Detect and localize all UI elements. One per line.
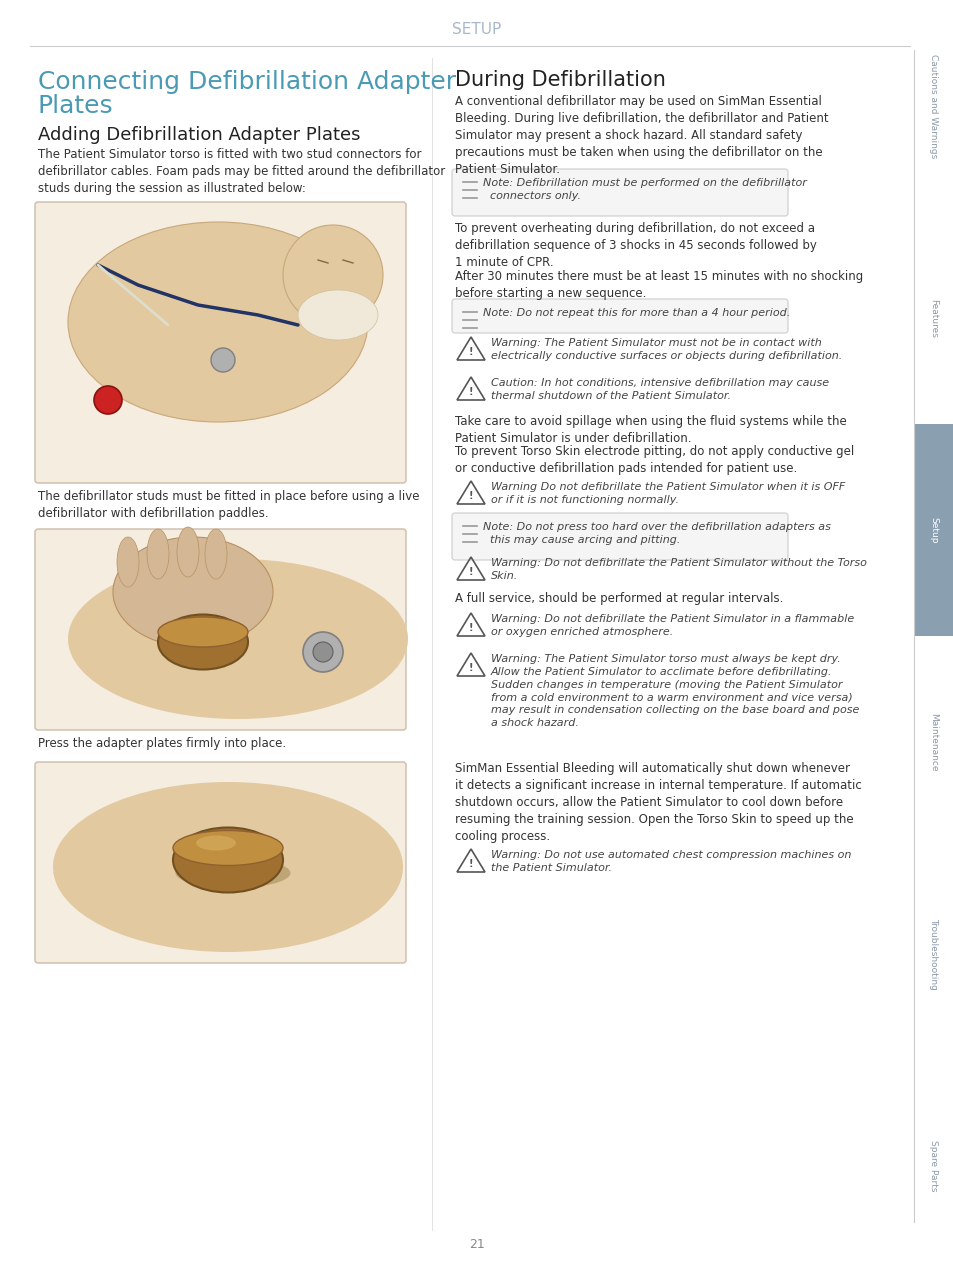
FancyBboxPatch shape bbox=[35, 202, 406, 483]
Text: 21: 21 bbox=[469, 1239, 484, 1252]
Text: To prevent Torso Skin electrode pitting, do not apply conductive gel
or conducti: To prevent Torso Skin electrode pitting,… bbox=[455, 445, 853, 474]
Circle shape bbox=[94, 385, 122, 413]
Circle shape bbox=[303, 632, 343, 672]
Ellipse shape bbox=[68, 558, 408, 719]
Text: Caution: In hot conditions, intensive defibrillation may cause
thermal shutdown : Caution: In hot conditions, intensive de… bbox=[491, 378, 828, 401]
Ellipse shape bbox=[175, 859, 291, 888]
Text: Note: Do not press too hard over the defibrillation adapters as
  this may cause: Note: Do not press too hard over the def… bbox=[482, 522, 830, 544]
Circle shape bbox=[211, 349, 234, 371]
FancyBboxPatch shape bbox=[35, 529, 406, 730]
Text: A full service, should be performed at regular intervals.: A full service, should be performed at r… bbox=[455, 591, 782, 605]
Ellipse shape bbox=[195, 836, 235, 851]
FancyBboxPatch shape bbox=[452, 513, 787, 560]
FancyBboxPatch shape bbox=[913, 424, 953, 636]
Circle shape bbox=[313, 642, 333, 661]
Text: The defibrillator studs must be fitted in place before using a live
defibrillato: The defibrillator studs must be fitted i… bbox=[38, 490, 419, 520]
Text: Plates: Plates bbox=[38, 94, 113, 118]
Text: Note: Defibrillation must be performed on the defibrillator
  connectors only.: Note: Defibrillation must be performed o… bbox=[482, 178, 806, 201]
Ellipse shape bbox=[147, 529, 169, 579]
Text: The Patient Simulator torso is fitted with two stud connectors for
defibrillator: The Patient Simulator torso is fitted wi… bbox=[38, 148, 445, 195]
Text: Troubleshooting: Troubleshooting bbox=[928, 918, 938, 990]
Text: Warning: The Patient Simulator must not be in contact with
electrically conducti: Warning: The Patient Simulator must not … bbox=[491, 338, 841, 361]
Text: Connecting Defibrillation Adapter: Connecting Defibrillation Adapter bbox=[38, 70, 456, 94]
Text: Warning: Do not use automated chest compression machines on
the Patient Simulato: Warning: Do not use automated chest comp… bbox=[491, 850, 850, 873]
Text: SETUP: SETUP bbox=[452, 23, 501, 37]
Text: Warning: Do not defibrillate the Patient Simulator in a flammable
or oxygen enri: Warning: Do not defibrillate the Patient… bbox=[491, 614, 853, 637]
Text: Take care to avoid spillage when using the fluid systems while the
Patient Simul: Take care to avoid spillage when using t… bbox=[455, 415, 846, 445]
Ellipse shape bbox=[297, 290, 377, 340]
Text: Warning Do not defibrillate the Patient Simulator when it is OFF
or if it is not: Warning Do not defibrillate the Patient … bbox=[491, 482, 844, 505]
Text: !: ! bbox=[468, 387, 473, 397]
Text: Setup: Setup bbox=[928, 516, 938, 543]
Ellipse shape bbox=[68, 223, 368, 422]
Text: !: ! bbox=[468, 663, 473, 673]
Text: Cautions and Warnings: Cautions and Warnings bbox=[928, 53, 938, 158]
Ellipse shape bbox=[172, 831, 283, 865]
Text: During Defibrillation: During Defibrillation bbox=[455, 70, 665, 90]
Text: !: ! bbox=[468, 567, 473, 577]
Ellipse shape bbox=[205, 529, 227, 579]
Text: SimMan Essential Bleeding will automatically shut down whenever
it detects a sig: SimMan Essential Bleeding will automatic… bbox=[455, 762, 861, 843]
Text: After 30 minutes there must be at least 15 minutes with no shocking
before start: After 30 minutes there must be at least … bbox=[455, 270, 862, 300]
Text: !: ! bbox=[468, 347, 473, 357]
Text: Press the adapter plates firmly into place.: Press the adapter plates firmly into pla… bbox=[38, 736, 286, 750]
Ellipse shape bbox=[112, 537, 273, 647]
FancyBboxPatch shape bbox=[452, 299, 787, 333]
Text: Spare Parts: Spare Parts bbox=[928, 1140, 938, 1192]
Text: Adding Defibrillation Adapter Plates: Adding Defibrillation Adapter Plates bbox=[38, 126, 360, 144]
Text: Warning: Do not defibrillate the Patient Simulator without the Torso
Skin.: Warning: Do not defibrillate the Patient… bbox=[491, 558, 866, 581]
Ellipse shape bbox=[172, 828, 283, 893]
Text: To prevent overheating during defibrillation, do not exceed a
defibrillation seq: To prevent overheating during defibrilla… bbox=[455, 223, 816, 268]
Text: !: ! bbox=[468, 859, 473, 869]
FancyBboxPatch shape bbox=[452, 169, 787, 216]
FancyBboxPatch shape bbox=[35, 762, 406, 963]
Ellipse shape bbox=[177, 527, 199, 577]
Text: Note: Do not repeat this for more than a 4 hour period.: Note: Do not repeat this for more than a… bbox=[482, 308, 789, 318]
Text: !: ! bbox=[468, 491, 473, 501]
Text: !: ! bbox=[468, 623, 473, 633]
Ellipse shape bbox=[158, 614, 248, 669]
Text: Maintenance: Maintenance bbox=[928, 712, 938, 771]
Circle shape bbox=[283, 225, 382, 326]
Ellipse shape bbox=[53, 782, 402, 951]
Text: Features: Features bbox=[928, 299, 938, 337]
Text: Warning: The Patient Simulator torso must always be kept dry.
Allow the Patient : Warning: The Patient Simulator torso mus… bbox=[491, 654, 859, 728]
Ellipse shape bbox=[158, 617, 248, 647]
Text: A conventional defibrillator may be used on SimMan Essential
Bleeding. During li: A conventional defibrillator may be used… bbox=[455, 95, 828, 176]
Ellipse shape bbox=[117, 537, 139, 586]
